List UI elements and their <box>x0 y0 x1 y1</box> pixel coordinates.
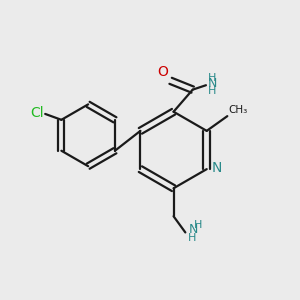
Text: Cl: Cl <box>30 106 44 120</box>
Text: H: H <box>208 73 216 83</box>
Text: N: N <box>212 161 222 175</box>
Text: O: O <box>158 65 168 79</box>
Text: H: H <box>208 86 216 96</box>
Text: N: N <box>208 77 218 90</box>
Text: H: H <box>188 233 197 243</box>
Text: H: H <box>194 220 202 230</box>
Text: N: N <box>188 223 198 236</box>
Text: CH₃: CH₃ <box>229 105 248 115</box>
